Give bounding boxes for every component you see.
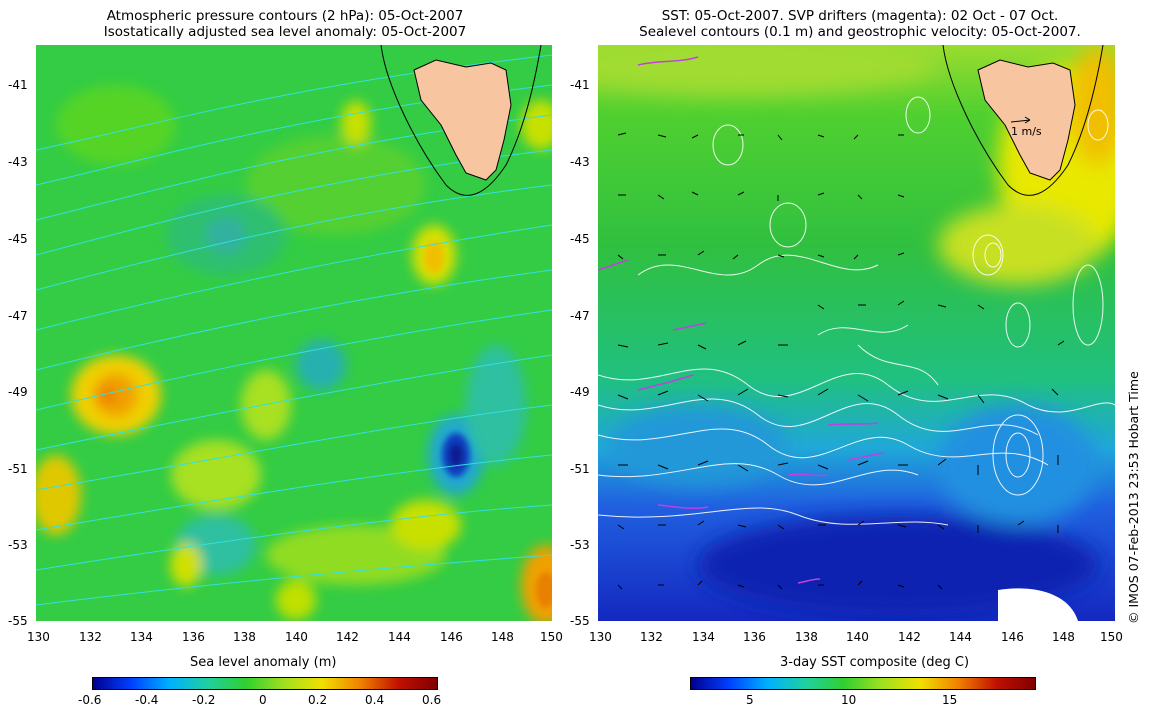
right-lon-tick: 138 — [795, 630, 818, 644]
sst-field — [598, 45, 1115, 621]
left-lat-tick: -53 — [8, 538, 28, 552]
right-lat-tick: -45 — [570, 232, 590, 246]
right-cbar-tick: 5 — [746, 693, 754, 707]
left-cbar-tick: -0.4 — [135, 693, 159, 707]
left-lat-tick: -43 — [8, 155, 28, 169]
left-lon-tick: 148 — [491, 630, 514, 644]
left-lon-tick: 134 — [130, 630, 153, 644]
left-lat-tick: -49 — [8, 385, 28, 399]
left-title: Atmospheric pressure contours (2 hPa): 0… — [85, 8, 485, 40]
left-lat-tick: -45 — [8, 232, 28, 246]
right-lat-tick: -51 — [570, 462, 590, 476]
right-lon-tick: 130 — [589, 630, 612, 644]
left-lon-tick: 144 — [388, 630, 411, 644]
right-lon-tick: 140 — [846, 630, 869, 644]
left-lat-tick: -51 — [8, 462, 28, 476]
right-lat-tick: -53 — [570, 538, 590, 552]
left-lat-tick: -41 — [8, 78, 28, 92]
right-cbar-tick: 15 — [942, 693, 958, 707]
left-lon-tick: 146 — [440, 630, 463, 644]
right-title: SST: 05-Oct-2007. SVP drifters (magenta)… — [600, 8, 1120, 40]
right-colorbar-label: 3-day SST composite (deg C) — [780, 655, 970, 670]
right-lon-tick: 148 — [1052, 630, 1075, 644]
right-lon-tick: 136 — [743, 630, 766, 644]
right-lat-tick: -55 — [570, 614, 590, 628]
left-cbar-tick: -0.6 — [78, 693, 102, 707]
right-lon-tick: 150 — [1100, 630, 1123, 644]
right-title-line1: SST: 05-Oct-2007. SVP drifters (magenta)… — [661, 8, 1059, 24]
left-cbar-tick: 0.2 — [308, 693, 328, 707]
left-lon-tick: 142 — [336, 630, 359, 644]
right-lon-tick: 132 — [640, 630, 663, 644]
left-colorbar-label: Sea level anomaly (m) — [190, 655, 337, 670]
left-lat-tick: -55 — [8, 614, 28, 628]
left-lon-tick: 132 — [79, 630, 102, 644]
right-title-line2: Sealevel contours (0.1 m) and geostrophi… — [639, 24, 1081, 40]
left-title-line1: Atmospheric pressure contours (2 hPa): 0… — [106, 8, 464, 24]
right-lat-tick: -41 — [570, 78, 590, 92]
left-lon-tick: 136 — [182, 630, 205, 644]
left-map-ssh[interactable] — [36, 45, 552, 621]
left-colorbar — [92, 677, 438, 690]
left-cbar-tick: -0.2 — [192, 693, 216, 707]
left-lon-tick: 130 — [27, 630, 50, 644]
left-lon-tick: 140 — [285, 630, 308, 644]
right-lat-tick: -49 — [570, 385, 590, 399]
right-lon-tick: 142 — [898, 630, 921, 644]
right-lat-tick: -43 — [570, 155, 590, 169]
right-lat-tick: -47 — [570, 309, 590, 323]
left-lon-tick: 150 — [540, 630, 563, 644]
right-map-sst[interactable]: 1 m/s — [598, 45, 1115, 621]
right-lon-tick: 146 — [1001, 630, 1024, 644]
right-lon-tick: 144 — [949, 630, 972, 644]
right-lon-tick: 134 — [692, 630, 715, 644]
left-title-line2: Isostatically adjusted sea level anomaly… — [103, 24, 467, 40]
left-lat-tick: -47 — [8, 309, 28, 323]
left-cbar-tick: 0.6 — [422, 693, 442, 707]
right-colorbar — [690, 677, 1036, 690]
right-cbar-tick: 10 — [841, 693, 857, 707]
ssh-field — [36, 45, 552, 621]
credit-text: © IMOS 07-Feb-2013 23:53 Hobart Time — [1126, 371, 1141, 624]
velocity-scale-label: 1 m/s — [1011, 125, 1042, 138]
left-cbar-tick: 0 — [259, 693, 267, 707]
left-cbar-tick: 0.4 — [365, 693, 385, 707]
left-lon-tick: 138 — [233, 630, 256, 644]
